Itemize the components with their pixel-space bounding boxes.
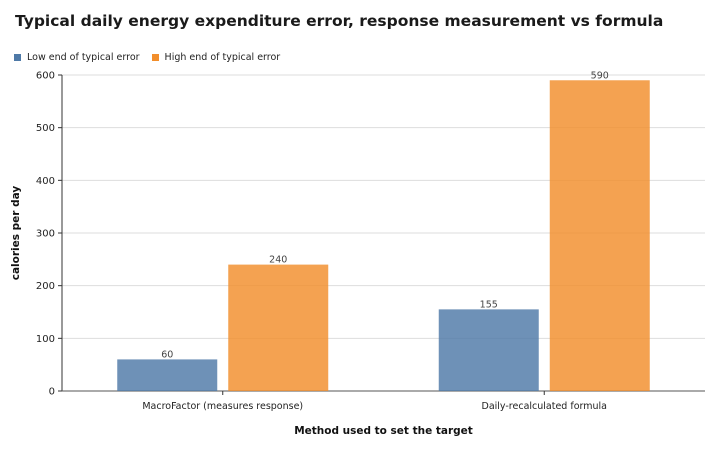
y-tick-label: 300 (36, 229, 55, 240)
data-label: 155 (480, 299, 498, 310)
bar (117, 359, 218, 391)
y-tick-label: 500 (36, 123, 55, 134)
bar (438, 309, 539, 391)
x-tick-label: Daily-recalculated formula (482, 401, 607, 412)
chart-title: Typical daily energy expenditure error, … (15, 12, 664, 30)
y-tick-label: 0 (49, 387, 55, 398)
legend-item-high: High end of typical error (151, 52, 281, 63)
data-label: 590 (591, 70, 609, 81)
y-tick-label: 600 (36, 71, 55, 82)
data-label: 60 (161, 349, 173, 360)
data-label: 240 (269, 255, 287, 266)
y-tick-label: 100 (36, 334, 55, 345)
legend: Low end of typical error High end of typ… (14, 52, 280, 63)
x-tick-label: MacroFactor (measures response) (142, 401, 303, 412)
bar (228, 264, 329, 391)
y-axis-title: calories per day (10, 186, 22, 281)
x-axis-title: Method used to set the target (294, 425, 473, 437)
y-tick-label: 400 (36, 176, 55, 187)
legend-swatch-low (14, 54, 21, 61)
legend-swatch-high (151, 54, 159, 61)
y-tick-label: 200 (36, 281, 55, 292)
bar (549, 80, 650, 392)
legend-label-high: High end of typical error (164, 52, 281, 63)
legend-item-low: Low end of typical error (14, 52, 140, 63)
legend-label-low: Low end of typical error (27, 52, 140, 63)
